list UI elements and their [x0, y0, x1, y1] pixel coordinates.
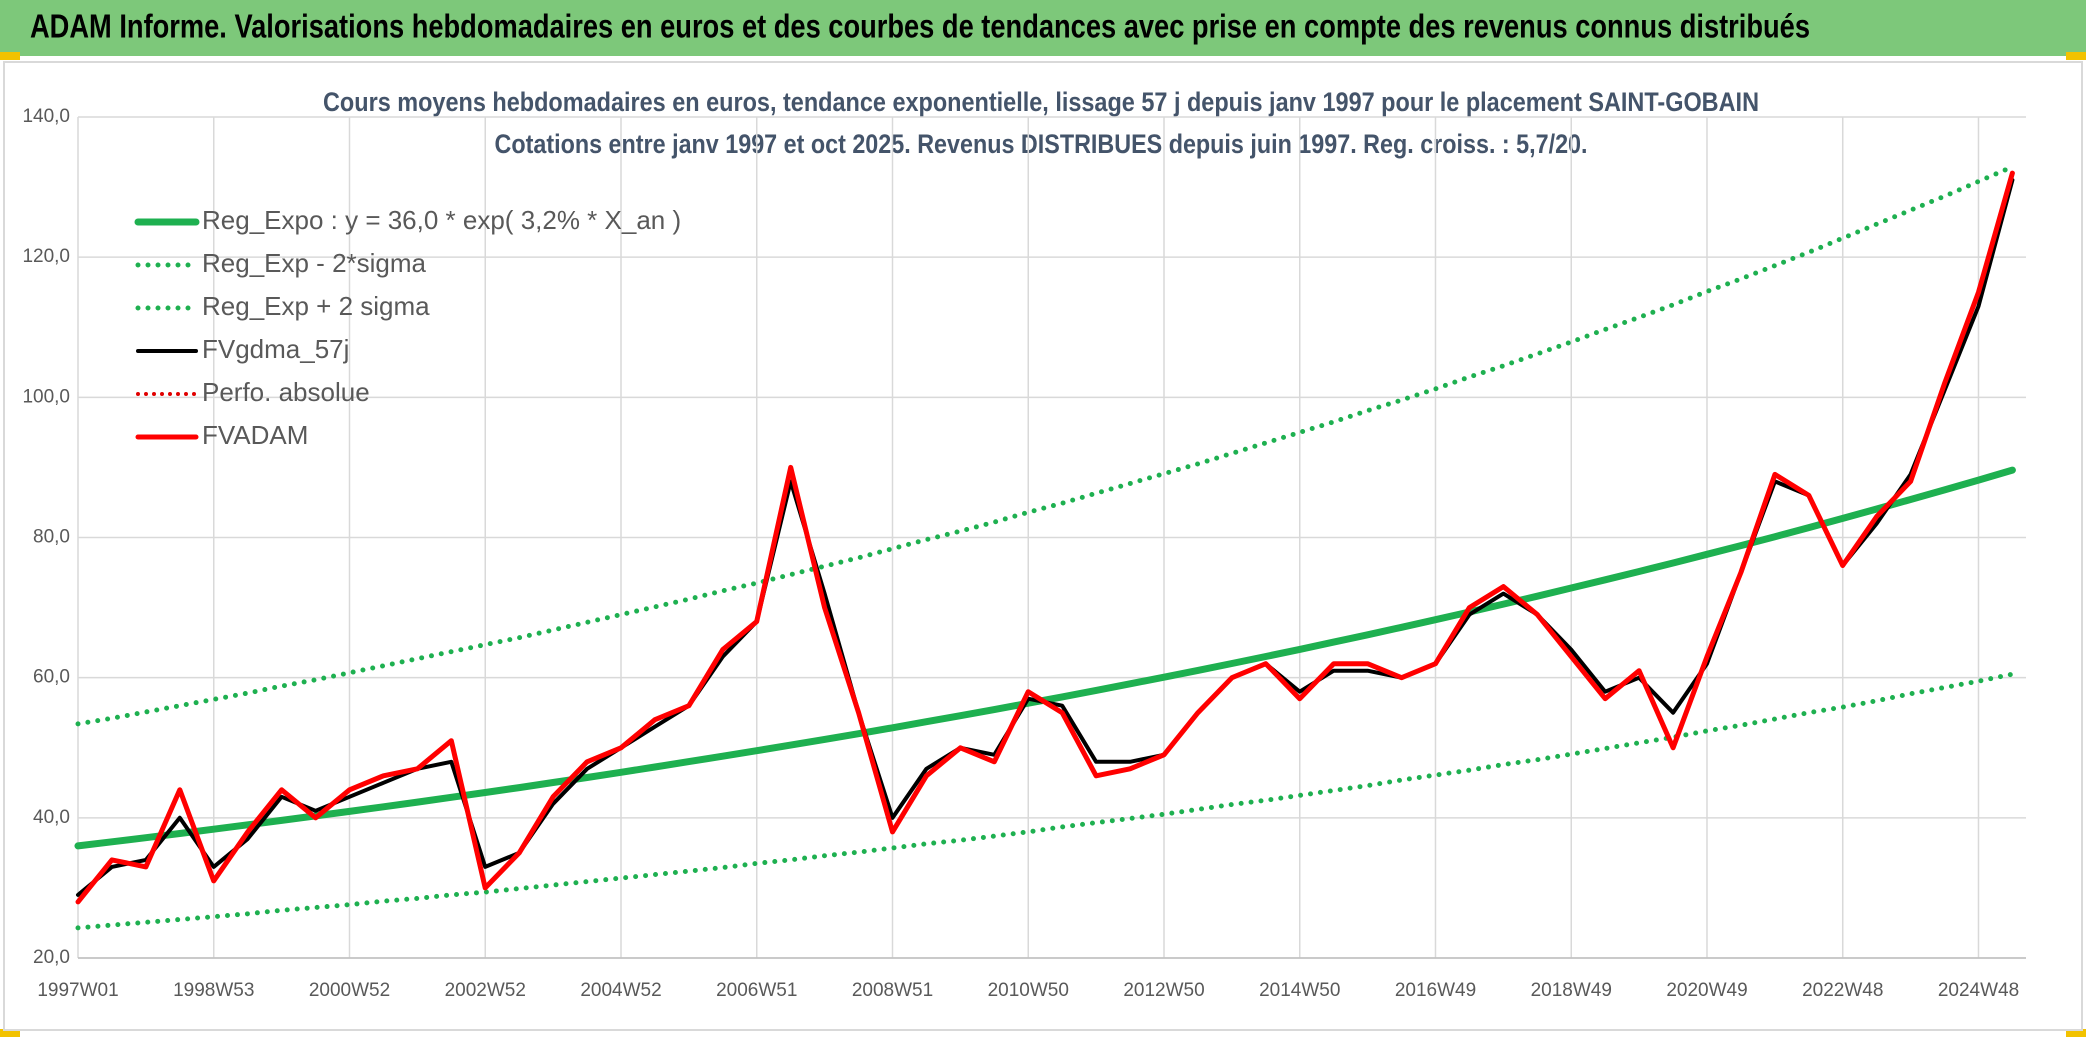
x-tick-label: 2004W52	[580, 980, 661, 1001]
y-tick-label: 40,0	[33, 807, 70, 828]
y-tick-label: 80,0	[33, 527, 70, 548]
y-tick-label: 140,0	[22, 106, 70, 127]
y-tick-label: 20,0	[33, 947, 70, 968]
x-tick-label: 2024W48	[1938, 980, 2019, 1001]
legend-label: Reg_Exp - 2*sigma	[202, 248, 427, 278]
series-line	[75, 170, 2015, 905]
x-tick-label: 2010W50	[988, 980, 1069, 1001]
legend-label: Reg_Expo : y = 36,0 * exp( 3,2% * X_an )	[202, 205, 681, 235]
corner-mark	[0, 52, 20, 60]
x-tick-label: 2016W49	[1395, 980, 1476, 1001]
y-tick-label: 100,0	[22, 386, 70, 407]
x-tick-label: 2002W52	[445, 980, 526, 1001]
series-line	[75, 671, 2015, 931]
corner-mark	[2066, 1029, 2086, 1037]
corner-mark	[2066, 52, 2086, 60]
chart-frame	[3, 61, 2083, 1031]
x-tick-label: 2006W51	[716, 980, 797, 1001]
x-tick-label: 2014W50	[1259, 980, 1340, 1001]
corner-mark	[0, 1029, 20, 1037]
x-tick-label: 2008W51	[852, 980, 933, 1001]
x-tick-label: 1998W53	[173, 980, 254, 1001]
legend-label: Perfo. absolue	[202, 377, 370, 407]
x-tick-label: 2022W48	[1802, 980, 1883, 1001]
y-tick-label: 60,0	[33, 667, 70, 688]
series-line	[75, 164, 2015, 727]
legend-label: FVADAM	[202, 420, 308, 450]
header-title: ADAM Informe. Valorisations hebdomadaire…	[30, 8, 1810, 45]
y-tick-label: 120,0	[22, 246, 70, 267]
legend-label: FVgdma_57j	[202, 334, 349, 364]
chart-subtitle: Cotations entre janv 1997 et oct 2025. R…	[495, 129, 1588, 159]
header-bar	[0, 0, 2086, 56]
x-tick-label: 2020W49	[1666, 980, 1747, 1001]
chart-title: Cours moyens hebdomadaires en euros, ten…	[323, 87, 1759, 117]
x-tick-label: 2012W50	[1123, 980, 1204, 1001]
x-tick-label: 2000W52	[309, 980, 390, 1001]
x-tick-label: 1997W01	[37, 980, 118, 1001]
x-tick-label: 2018W49	[1531, 980, 1612, 1001]
legend-label: Reg_Exp + 2 sigma	[202, 291, 430, 321]
